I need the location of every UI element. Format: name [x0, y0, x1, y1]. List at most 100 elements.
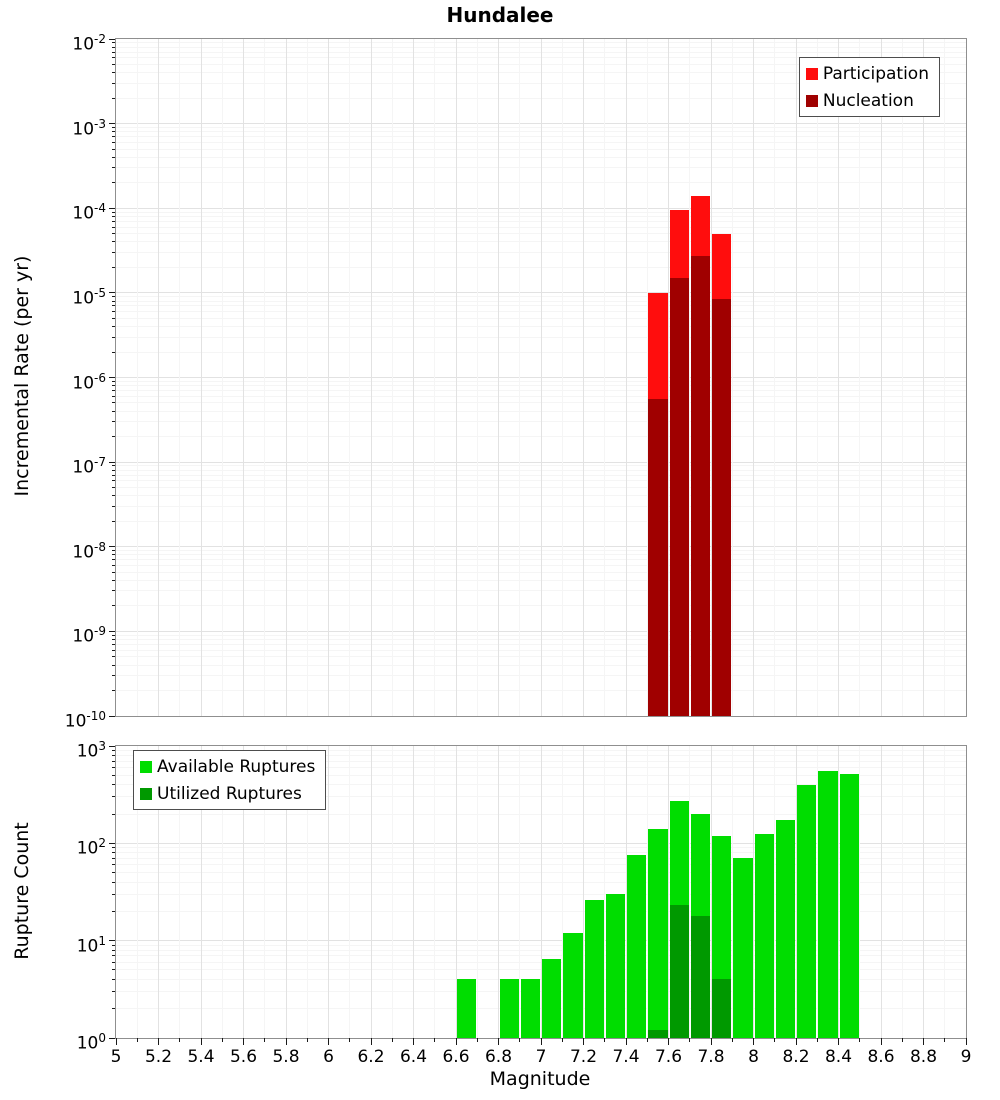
minor-gridline: [859, 39, 861, 716]
incremental-rate-plot: 10-2 10-3 10-4 10-5 10-6 10-7 10-8 10-9 10-10: [65, 32, 967, 732]
major-gridline: [710, 746, 712, 1038]
y-minor-tick: [112, 760, 115, 762]
x-minor-tick: [859, 1038, 861, 1042]
y-minor-tick: [112, 893, 115, 895]
available-ruptures-bar: [648, 829, 668, 1038]
x-tick: [158, 1038, 159, 1045]
y-minor-tick: [112, 156, 115, 158]
y-minor-tick: [112, 474, 115, 476]
minor-gridline: [519, 39, 521, 716]
minor-gridline: [774, 746, 776, 1038]
rate-legend: Participation Nucleation: [798, 57, 940, 117]
y-minor-tick: [112, 266, 115, 268]
x-tick: [455, 1038, 457, 1045]
minor-gridline: [774, 39, 776, 716]
x-tick-label: 8.8: [909, 1047, 938, 1067]
x-tick: [668, 1038, 669, 1045]
legend-label-nucleation: Nucleation: [822, 90, 914, 111]
major-gridline: [370, 39, 372, 716]
y-tick: [109, 745, 115, 747]
y-minor-tick: [112, 991, 115, 993]
major-gridline: [753, 39, 754, 716]
available-ruptures-bar: [839, 774, 859, 1038]
y-minor-tick: [112, 390, 115, 392]
y-minor-tick: [112, 296, 115, 298]
y-minor-tick: [112, 590, 115, 592]
major-gridline: [328, 39, 329, 716]
minor-gridline: [901, 746, 903, 1038]
x-minor-tick: [136, 1038, 138, 1042]
minor-gridline: [859, 746, 861, 1038]
y-minor-tick: [112, 579, 115, 581]
y-minor-tick: [112, 182, 115, 184]
x-tick-label: 7.2: [569, 1047, 598, 1067]
y-minor-tick: [112, 520, 115, 522]
y-minor-tick: [112, 410, 115, 412]
y-minor-tick: [112, 554, 115, 556]
y-minor-tick: [112, 351, 115, 353]
major-gridline: [413, 39, 414, 716]
y-minor-tick: [112, 141, 115, 143]
x-minor-tick: [774, 1038, 776, 1042]
x-tick: [413, 1038, 414, 1045]
y-tick-label: 100: [76, 1031, 106, 1054]
legend-label-available-ruptures: Available Ruptures: [157, 756, 316, 777]
y-minor-tick: [112, 774, 115, 776]
major-gridline: [498, 746, 499, 1038]
x-tick: [115, 1038, 117, 1045]
x-minor-tick: [816, 1038, 818, 1042]
available-ruptures-bar: [542, 958, 562, 1038]
y-minor-tick: [112, 436, 115, 438]
x-tick-label: 6.4: [399, 1047, 428, 1067]
chart-title: Hundalee: [446, 3, 554, 27]
minor-gridline: [519, 746, 521, 1038]
minor-gridline: [731, 746, 733, 1038]
y-minor-tick: [112, 784, 115, 786]
x-minor-tick: [264, 1038, 266, 1042]
minor-gridline: [391, 39, 393, 716]
available-ruptures-bar: [563, 932, 583, 1038]
y-tick: [109, 715, 115, 717]
minor-gridline: [731, 39, 733, 716]
y-minor-tick: [112, 505, 115, 507]
x-tick: [285, 1038, 287, 1045]
x-tick: [583, 1038, 584, 1045]
x-minor-tick: [901, 1038, 903, 1042]
utilized-ruptures-swatch: [140, 787, 152, 800]
minor-gridline: [901, 39, 903, 716]
rupture-count-plot: 103 102 101 100 5 5.2 5.4 5.6 5.8 6 6.2 6.4 6.6 6.8 7 7…: [77, 739, 972, 1067]
major-gridline: [795, 39, 797, 716]
x-minor-tick: [306, 1038, 308, 1042]
x-tick-label: 5.8: [272, 1047, 300, 1067]
major-gridline: [413, 746, 414, 1038]
y-minor-tick: [112, 664, 115, 666]
minor-gridline: [179, 39, 181, 716]
y-minor-tick: [112, 605, 115, 607]
y-minor-tick: [112, 857, 115, 859]
minor-gridline: [221, 746, 223, 1038]
x-minor-tick: [434, 1038, 436, 1042]
y-minor-tick: [112, 469, 115, 471]
nucleation-bar: [669, 277, 689, 716]
y-minor-tick: [112, 864, 115, 866]
y-minor-tick: [112, 754, 115, 756]
y-minor-tick: [112, 126, 115, 128]
major-gridline: [625, 39, 627, 716]
minor-gridline: [476, 39, 478, 716]
x-minor-tick: [944, 1038, 946, 1042]
minor-gridline: [349, 39, 351, 716]
nucleation-swatch: [805, 94, 818, 107]
y-tick-label: 10-2: [72, 32, 106, 55]
y-minor-tick: [112, 656, 115, 658]
x-tick-label: 7: [535, 1047, 547, 1067]
minor-gridline: [604, 746, 606, 1038]
major-gridline: [540, 746, 542, 1038]
major-gridline: [370, 746, 372, 1038]
legend-item-nucleation: Nucleation: [805, 87, 929, 114]
y-minor-tick: [112, 796, 115, 798]
x-minor-tick: [689, 1038, 691, 1042]
x-minor-tick: [349, 1038, 351, 1042]
minor-gridline: [306, 746, 308, 1038]
x-tick-label: 8.4: [824, 1047, 853, 1067]
x-tick: [880, 1038, 882, 1045]
